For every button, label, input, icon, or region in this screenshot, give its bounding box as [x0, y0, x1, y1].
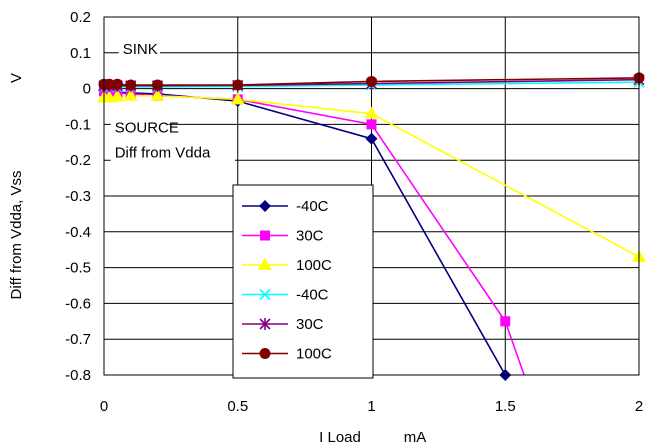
- y-tick-label: -0.3: [65, 188, 91, 205]
- y-tick-label: 0.1: [70, 45, 91, 62]
- y-tick-label: -0.6: [65, 295, 91, 312]
- legend-swatch-marker: [259, 318, 271, 330]
- y-tick-label: -0.1: [65, 116, 91, 133]
- data-point: [103, 78, 115, 90]
- data-point: [125, 79, 137, 91]
- x-tick-label: 0: [100, 398, 108, 415]
- x-tick-labels: 0 0.5 1 1.5 2: [100, 398, 643, 415]
- legend-label: -40C: [296, 287, 329, 304]
- y-tick-label: 0.2: [70, 9, 91, 26]
- data-point: [230, 92, 245, 105]
- x-axis-unit: mA: [404, 429, 427, 446]
- data-point: [500, 316, 511, 327]
- data-point: [232, 79, 244, 91]
- annotation-background: [110, 117, 169, 138]
- annotations: SINK SOURCE Diff from Vdda: [110, 38, 235, 163]
- legend-label: 100C: [296, 257, 332, 274]
- legend-box: [232, 184, 374, 379]
- legend-label: 30C: [296, 316, 324, 333]
- y-axis-title: Diff from Vdda, Vss: [8, 171, 25, 300]
- legend-swatch-marker: [259, 288, 271, 301]
- data-point: [366, 119, 377, 130]
- data-point: [123, 88, 138, 101]
- x-tick-label: 0.5: [227, 398, 248, 415]
- y-tick-label: 0: [83, 81, 91, 98]
- x-tick-label: 2: [635, 398, 643, 415]
- y-tick-labels: 0.2 0.1 0 -0.1 -0.2 -0.3 -0.4 -0.5 -0.6 -0.7 -0.8: [65, 9, 91, 384]
- legend: -40C 30C 100C -40C 30C 100C: [232, 184, 374, 379]
- data-point: [150, 88, 165, 101]
- legend-swatch-marker: [258, 258, 272, 270]
- annotation-background: [118, 38, 160, 59]
- annotation-background: [110, 142, 235, 163]
- annotation-label: SOURCE: [115, 120, 179, 137]
- legend-swatch-marker: [260, 230, 270, 241]
- x-tick-label: 1.5: [495, 398, 516, 415]
- legend-swatch-marker: [259, 348, 271, 359]
- annotation-label: Diff from Vdda: [115, 145, 211, 162]
- data-point: [365, 132, 378, 145]
- y-tick-label: -0.2: [65, 152, 91, 169]
- legend-label: 100C: [296, 346, 332, 363]
- y-tick-label: -0.7: [65, 331, 91, 348]
- data-point: [152, 79, 163, 91]
- y-tick-label: -0.5: [65, 260, 91, 277]
- annotation-label: SINK: [123, 41, 158, 58]
- y-tick-label: -0.8: [65, 367, 91, 384]
- legend-label: -40C: [296, 198, 329, 215]
- y-axis-unit: V: [8, 73, 25, 83]
- x-axis-title: I Load: [319, 429, 361, 446]
- y-tick-label: -0.4: [65, 224, 91, 241]
- data-point: [111, 78, 123, 90]
- x-tick-label: 1: [367, 398, 375, 415]
- data-point: [110, 89, 125, 102]
- data-point: [366, 75, 377, 87]
- legend-swatch-marker: [259, 200, 271, 212]
- data-point: [364, 106, 379, 119]
- legend-label: 30C: [296, 228, 324, 245]
